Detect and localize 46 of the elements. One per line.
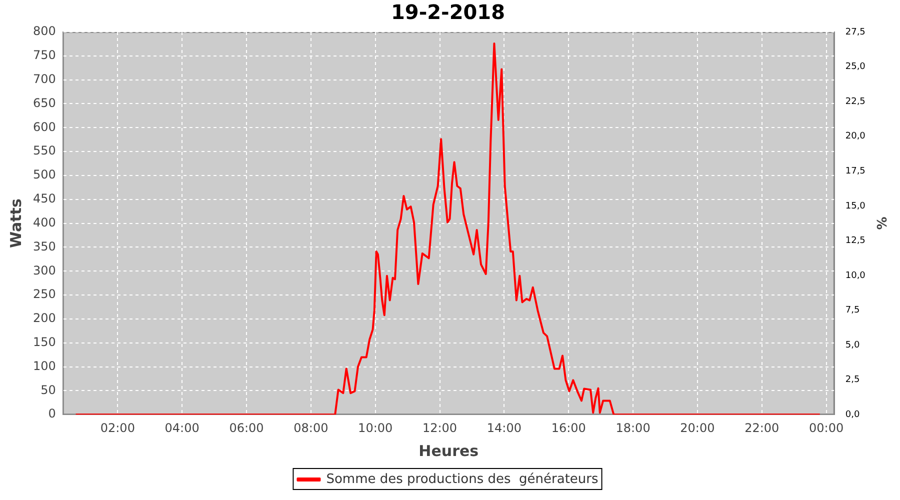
y-tick-label: 200 [33, 311, 56, 326]
y2-tick-label: 22,5 [845, 96, 866, 107]
x-tick-label: 02:00 [100, 420, 135, 435]
y-tick-label: 550 [33, 144, 56, 158]
x-tick-label: 12:00 [422, 420, 458, 435]
x-tick-label: 08:00 [294, 420, 328, 435]
y-tick-label: 600 [33, 120, 56, 134]
x-tick-label: 00:00 [809, 420, 844, 435]
y-tick-label: 150 [33, 334, 56, 349]
y-tick-label: 800 [33, 24, 56, 38]
x-tick-label: 16:00 [551, 420, 586, 435]
x-tick-label: 20:00 [680, 420, 715, 435]
x-tick-label: 14:00 [486, 420, 522, 435]
y-tick-label: 400 [33, 215, 56, 230]
y2-tick-label: 2,5 [845, 375, 860, 386]
x-tick-label: 22:00 [744, 420, 780, 435]
y2-axis-title: % [872, 216, 888, 230]
y2-tick-label: 10,0 [845, 270, 866, 281]
y-tick-label: 300 [33, 263, 56, 278]
y-tick-label: 100 [33, 358, 56, 373]
y2-tick-label: 17,5 [845, 166, 866, 176]
y-axis-title: Watts [6, 198, 25, 248]
y2-tick-label: 25,0 [845, 62, 866, 72]
y-tick-label: 0 [48, 406, 56, 421]
y2-tick-label: 12,5 [845, 236, 866, 246]
x-tick-label: 18:00 [616, 420, 650, 435]
y2-tick-label: 0,0 [845, 410, 860, 420]
y2-tick-label: 5,0 [845, 340, 860, 350]
y-tick-label: 450 [33, 192, 56, 206]
y2-tick-label: 27,5 [845, 27, 866, 38]
chart-title: 19-2-2018 [390, 0, 506, 24]
y-tick-label: 700 [33, 72, 56, 86]
legend-label: Somme des productions des générateurs [326, 472, 599, 487]
x-tick-label: 06:00 [229, 420, 264, 435]
x-axis-title: Heures [418, 442, 479, 460]
y-tick-label: 750 [33, 48, 56, 62]
y-tick-label: 250 [33, 287, 56, 302]
y-tick-label: 350 [33, 239, 56, 254]
x-tick-label: 04:00 [164, 420, 200, 435]
y-tick-label: 50 [40, 382, 56, 397]
y-tick-label: 650 [33, 96, 56, 110]
y2-tick-label: 20,0 [845, 132, 866, 142]
y2-tick-label: 7,5 [845, 306, 860, 316]
x-tick-label: 10:00 [358, 420, 393, 435]
y2-tick-label: 15,0 [845, 201, 866, 212]
y-tick-label: 500 [33, 168, 56, 182]
